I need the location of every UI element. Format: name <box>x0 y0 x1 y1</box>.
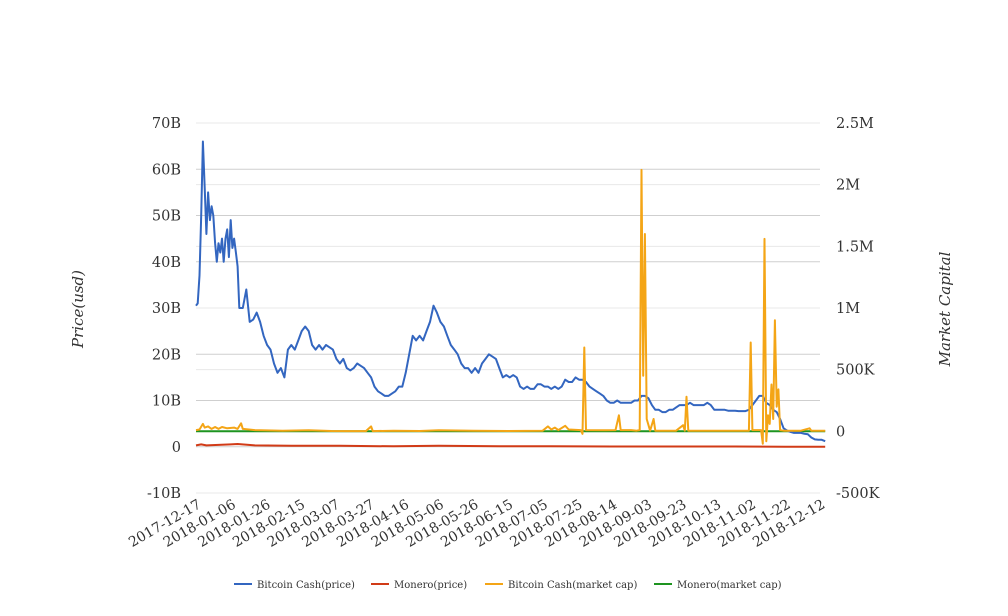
y2-tick-label: 0 <box>836 424 845 440</box>
y2-axis-ticks: -500K 0 500K 1M 1.5M 2M 2.5M <box>836 116 881 502</box>
y-tick-label: 30B <box>152 301 181 317</box>
y-axis-title: Price(usd) <box>69 270 87 349</box>
y-tick-label: 40B <box>152 255 181 271</box>
x-axis-ticks: 2017-12-172018-01-062018-01-262018-02-15… <box>126 497 828 551</box>
y2-tick-label: -500K <box>836 486 881 502</box>
y2-tick-label: 2.5M <box>836 116 874 132</box>
y2-tick-label: 1.5M <box>836 239 874 255</box>
y-tick-label: 20B <box>152 347 181 363</box>
y-tick-label: 70B <box>152 116 181 132</box>
series-line-bitcoin-cash-market-cap <box>195 168 826 445</box>
y2-axis-title: Market Capital <box>936 251 954 367</box>
legend-label: Monero(price) <box>394 580 467 591</box>
legend-label: Bitcoin Cash(price) <box>257 580 355 591</box>
y2-tick-label: 2M <box>836 178 860 194</box>
y-tick-label: 50B <box>152 209 181 225</box>
y2-tick-label: 1M <box>836 301 860 317</box>
y-tick-label: 10B <box>152 394 181 410</box>
series-line-monero-price <box>195 443 826 448</box>
legend: Bitcoin Cash(price) Monero(price) Bitcoin … <box>234 580 782 591</box>
series-layer <box>195 140 826 448</box>
series-line-bitcoin-cash-price <box>195 140 826 443</box>
y2-tick-label: 500K <box>836 363 876 379</box>
y-tick-label: 0 <box>172 440 181 456</box>
legend-label: Monero(market cap) <box>677 580 782 591</box>
legend-label: Bitcoin Cash(market cap) <box>508 580 637 591</box>
y-tick-label: 60B <box>152 162 181 178</box>
y-tick-label: -10B <box>147 486 181 502</box>
grid <box>196 122 820 494</box>
y-axis-ticks: -10B 0 10B 20B 30B 40B 50B 60B 70B <box>147 116 181 502</box>
